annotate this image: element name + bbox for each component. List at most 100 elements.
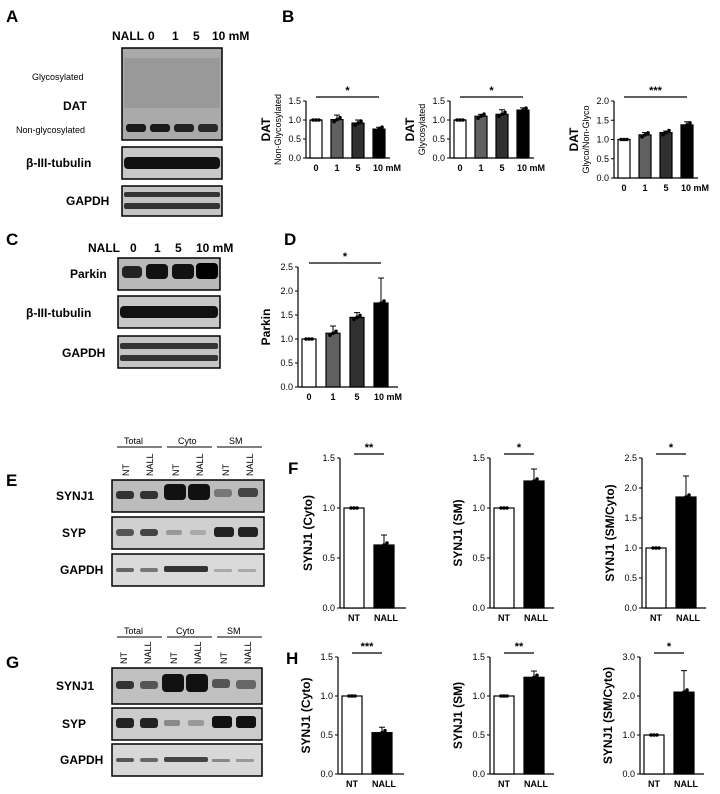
- blot-synj1-e: [111, 479, 265, 513]
- y-tick-label: 2.5: [280, 262, 293, 272]
- x-tick-label: 1: [642, 183, 647, 193]
- y-tick-label: 3.0: [622, 652, 635, 662]
- data-point: [328, 333, 332, 338]
- significance-stars: *: [345, 85, 350, 97]
- y-tick-label: 1.0: [280, 334, 293, 344]
- y-tick-label: 0.5: [624, 573, 637, 583]
- x-tick-label: 5: [354, 392, 359, 402]
- data-point: [374, 129, 378, 133]
- data-point: [376, 303, 380, 307]
- data-point: [455, 118, 459, 122]
- chart-h3: 0.0 1.0 2.0 3.0 NT NALL * SYNJ1 (SM/Cyto): [601, 641, 704, 789]
- x-tick-label: NT: [348, 613, 360, 623]
- data-point: [358, 313, 362, 318]
- y-tick-label: 1.0: [472, 503, 485, 513]
- data-point: [382, 543, 386, 547]
- y-tick-label: 1.0: [596, 135, 609, 145]
- data-point: [529, 677, 533, 682]
- lane-label-c-2: 5: [175, 241, 182, 255]
- y-tick-label: 1.5: [472, 453, 485, 463]
- x-tick-label: 0: [306, 392, 311, 402]
- data-point: [505, 506, 509, 510]
- y-tick-label: 0.5: [280, 358, 293, 368]
- data-point: [661, 132, 665, 137]
- y-tick-label: 0.0: [280, 382, 293, 392]
- data-point: [622, 137, 626, 142]
- panel-letter-d: D: [284, 230, 296, 249]
- significance-stars: *: [667, 641, 672, 653]
- bar: [495, 113, 509, 159]
- y-tick-label: 1.5: [472, 652, 485, 662]
- lane-label-a-1: 1: [172, 29, 179, 43]
- y-tick-label: 0.0: [472, 603, 485, 613]
- group-label-e-sm: SM: [229, 436, 243, 446]
- x-tick-label: 1: [330, 392, 335, 402]
- x-tick-label: NT: [648, 779, 660, 789]
- data-point: [497, 114, 501, 119]
- syp-label-e: SYP: [62, 526, 86, 540]
- blot-gapdh-c: [117, 335, 221, 369]
- nall-label-c: NALL: [88, 241, 120, 255]
- bar: [523, 676, 545, 775]
- lane-label-e-0: NT: [121, 464, 131, 476]
- y-tick-label: 1.5: [280, 310, 293, 320]
- data-point: [383, 728, 387, 733]
- x-tick-label: 0: [457, 163, 462, 173]
- blot-syp-e: [111, 516, 265, 550]
- y-tick-label: 2.5: [624, 453, 637, 463]
- data-point: [332, 119, 336, 124]
- panel-letter-b: B: [282, 7, 294, 26]
- x-tick-label: NALL: [674, 779, 698, 789]
- bar: [523, 480, 545, 609]
- data-point: [688, 121, 692, 125]
- panel-letter-c: C: [6, 230, 18, 249]
- y-tick-label: 0.5: [432, 134, 445, 144]
- y-tick-label: 2.0: [596, 96, 609, 106]
- data-point: [380, 730, 384, 735]
- y-tick-label: 2.0: [280, 286, 293, 296]
- blot-gapdh-a: [121, 185, 223, 217]
- bar: [453, 119, 467, 159]
- data-point: [646, 131, 650, 135]
- x-tick-label: NALL: [524, 779, 548, 789]
- data-point: [349, 506, 353, 510]
- y-tick-label: 0.0: [596, 173, 609, 183]
- y-tick-label: 0.0: [432, 153, 445, 163]
- lane-label-a-3: 10 mM: [212, 29, 249, 43]
- y-tick-label: 1.0: [288, 115, 301, 125]
- panel-letter-h: H: [286, 649, 298, 668]
- significance-stars: **: [365, 442, 374, 454]
- x-tick-label: 0: [313, 163, 318, 173]
- data-point: [355, 506, 359, 510]
- data-point: [640, 135, 644, 139]
- bar: [516, 109, 530, 159]
- data-point: [347, 694, 351, 698]
- lane-label-g-2: NT: [169, 652, 179, 664]
- panel-letter-a: A: [6, 7, 18, 26]
- significance-stars: ***: [361, 641, 375, 653]
- y-axis-sublabel: Non-Glycosylated: [273, 94, 283, 165]
- y-axis-label: SYNJ1 (SM/Cyto): [603, 484, 617, 581]
- data-point: [684, 495, 688, 499]
- y-tick-label: 1.0: [624, 543, 637, 553]
- bar: [638, 134, 652, 179]
- x-tick-label: 10 mM: [374, 392, 402, 402]
- data-point: [311, 118, 315, 122]
- y-axis-label: Parkin: [259, 309, 273, 346]
- data-point: [505, 694, 509, 698]
- y-axis-label: DAT: [259, 117, 273, 141]
- data-point: [359, 119, 363, 123]
- y-tick-label: 0.5: [320, 730, 333, 740]
- data-point: [352, 506, 356, 510]
- x-tick-label: NT: [346, 779, 358, 789]
- nonglyco-label: Non-glycosylated: [16, 125, 85, 135]
- y-tick-label: 1.0: [432, 115, 445, 125]
- x-tick-label: 10 mM: [373, 163, 401, 173]
- data-point: [657, 546, 661, 550]
- significance-stars: *: [489, 85, 494, 97]
- y-axis-label: SYNJ1 (Cyto): [301, 495, 315, 571]
- y-tick-label: 1.5: [320, 652, 333, 662]
- lane-label-a-2: 5: [193, 29, 200, 43]
- gapdh-label-e: GAPDH: [60, 563, 103, 577]
